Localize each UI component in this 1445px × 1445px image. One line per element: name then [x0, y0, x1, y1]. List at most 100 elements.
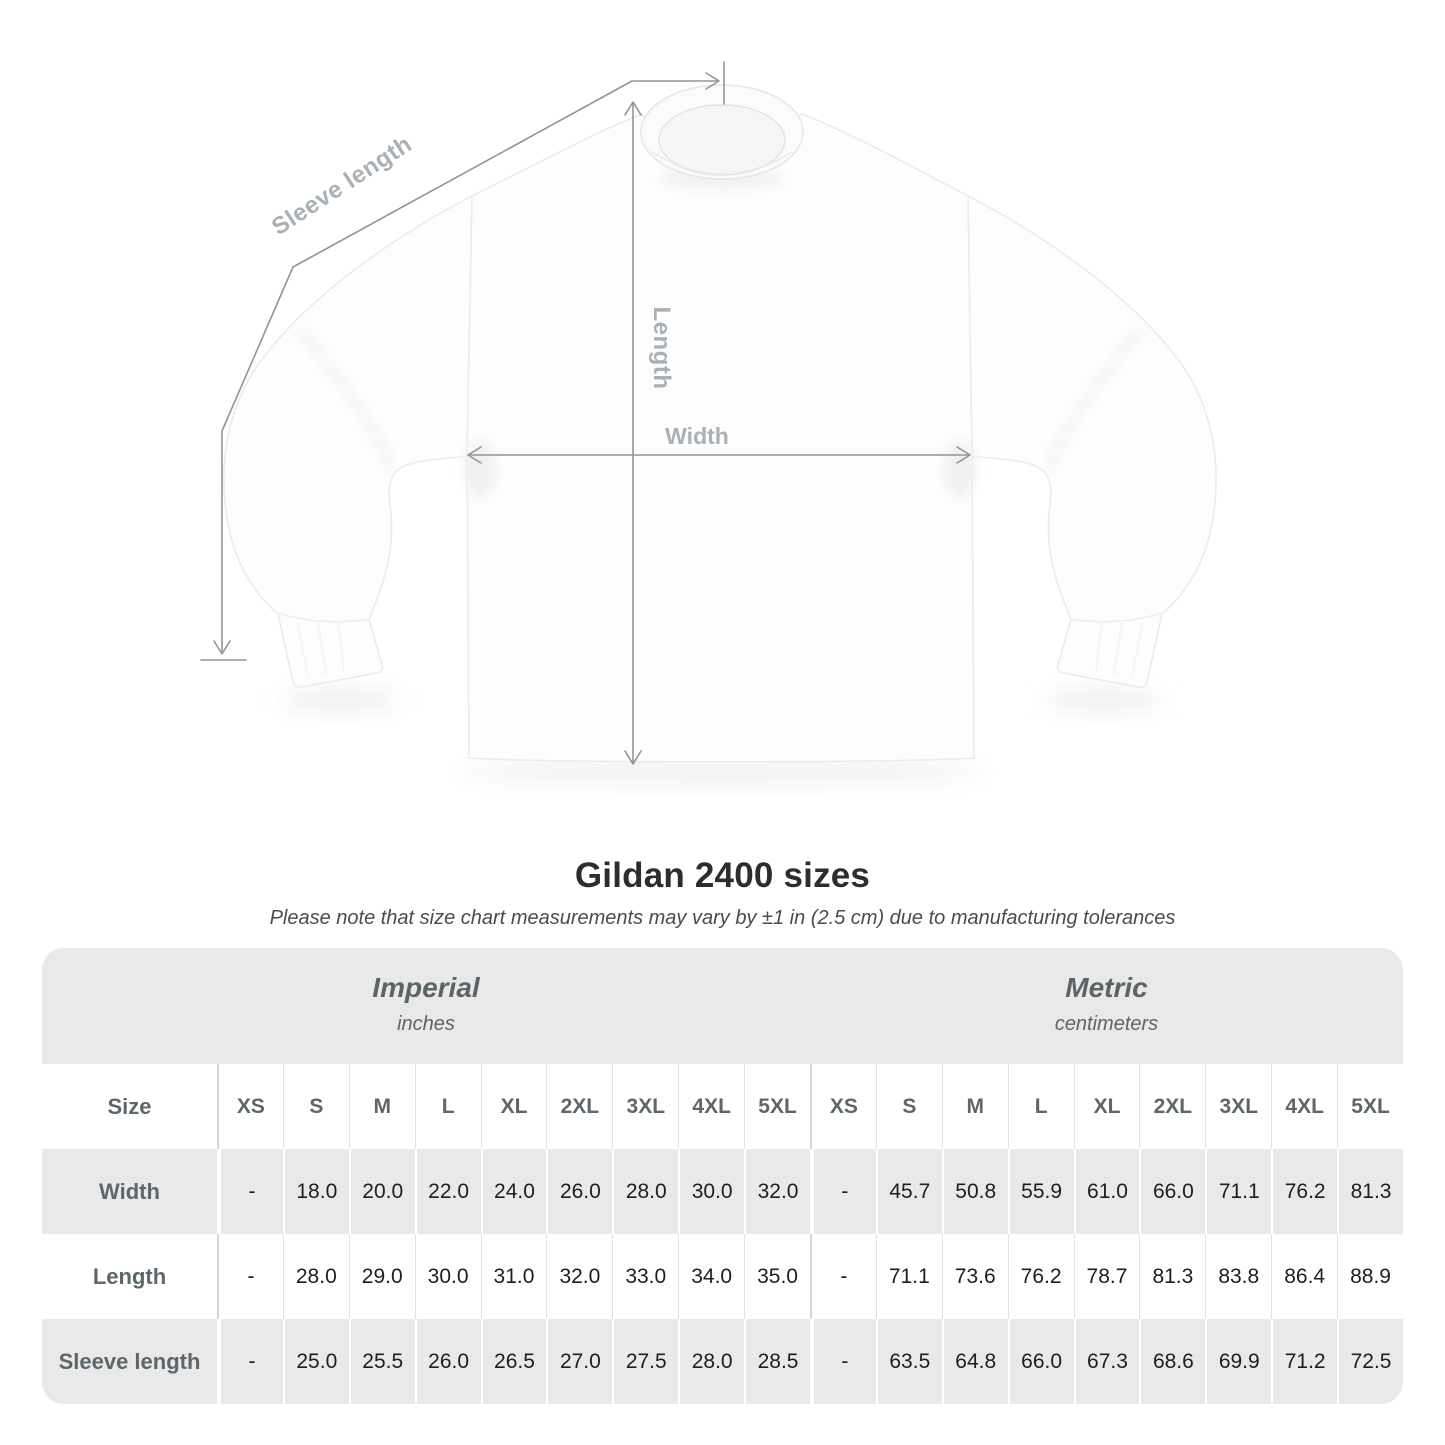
sleeve-value: 69.9 [1205, 1319, 1271, 1404]
size-col-header: M [941, 1064, 1008, 1149]
sleeve-length-row: Sleeve length - 25.0 25.5 26.0 26.5 27.0… [42, 1319, 1403, 1404]
size-col-header: XS [217, 1064, 283, 1149]
sleeve-value: 28.5 [744, 1319, 810, 1404]
size-col-header: XS [809, 1064, 876, 1149]
sleeve-value: 27.0 [546, 1319, 612, 1404]
length-value: 71.1 [875, 1234, 942, 1319]
size-col-header: L [1007, 1064, 1074, 1149]
width-value: 26.0 [546, 1149, 612, 1234]
unit-header-band: Imperial inches Metric centimeters [42, 948, 1403, 1064]
table-corner-label: Size [107, 1093, 152, 1119]
length-value: 76.2 [1007, 1234, 1074, 1319]
metric-title: Metric [1065, 972, 1148, 1003]
length-value: 81.3 [1139, 1234, 1205, 1319]
shirt-measurement-diagram: Sleeve length Length Width [200, 61, 1217, 784]
size-col-header: 5XL [1337, 1064, 1403, 1149]
imperial-title: Imperial [372, 972, 480, 1003]
width-value: 61.0 [1073, 1149, 1140, 1234]
width-value: 71.1 [1205, 1149, 1271, 1234]
heading-block: Gildan 2400 sizes Please note that size … [0, 856, 1445, 930]
length-value: 31.0 [480, 1234, 547, 1319]
length-value: 83.8 [1205, 1234, 1271, 1319]
width-value: 81.3 [1337, 1149, 1403, 1234]
width-value: 20.0 [348, 1149, 415, 1234]
size-col-header: 2XL [1139, 1064, 1205, 1149]
size-col-header: L [414, 1064, 481, 1149]
length-label: Length [648, 307, 675, 390]
width-value: 32.0 [744, 1149, 810, 1234]
width-value: 55.9 [1007, 1149, 1074, 1234]
length-value: 35.0 [744, 1234, 810, 1319]
sleeve-value: 27.5 [612, 1319, 678, 1404]
size-col-header: 3XL [612, 1064, 678, 1149]
shirt-ambient-shadow [280, 688, 1164, 784]
width-value: 50.8 [941, 1149, 1008, 1234]
measurement-lines [200, 61, 971, 765]
size-header-row: Size XS S M L XL 2XL 3XL 4XL 5XL XS S M … [42, 1064, 1403, 1149]
sleeve-value: 28.0 [678, 1319, 744, 1404]
sleeve-length-line [221, 80, 719, 652]
width-value: 76.2 [1271, 1149, 1337, 1234]
length-value: - [809, 1234, 876, 1319]
width-value: 45.7 [875, 1149, 942, 1234]
size-col-header: 5XL [744, 1064, 810, 1149]
size-col-header: XL [480, 1064, 547, 1149]
length-value: 30.0 [414, 1234, 481, 1319]
tolerance-note: Please note that size chart measurements… [269, 907, 1176, 929]
shirt-left-sleeve [223, 194, 473, 688]
metric-unit: centimeters [1054, 1013, 1159, 1035]
row-label: Sleeve length [58, 1348, 201, 1374]
sleeve-value: - [809, 1319, 876, 1404]
sleeve-length-right-arrowhead [705, 72, 720, 90]
sleeve-value: 26.0 [414, 1319, 481, 1404]
length-value: 78.7 [1073, 1234, 1140, 1319]
length-value: 32.0 [546, 1234, 612, 1319]
width-label: Width [665, 423, 729, 449]
length-value: 86.4 [1271, 1234, 1337, 1319]
sleeve-value: 64.8 [941, 1319, 1008, 1404]
width-value: 18.0 [282, 1149, 349, 1234]
size-table: Imperial inches Metric centimeters Size … [42, 948, 1403, 1404]
sleeve-value: 63.5 [875, 1319, 942, 1404]
size-col-header: 3XL [1205, 1064, 1271, 1149]
width-right-arrowhead [956, 446, 971, 464]
width-value: 24.0 [480, 1149, 547, 1234]
sleeve-value: 71.2 [1271, 1319, 1337, 1404]
size-col-header: 2XL [546, 1064, 612, 1149]
sleeve-value: - [217, 1319, 283, 1404]
length-row: Length - 28.0 29.0 30.0 31.0 32.0 33.0 3… [42, 1234, 1403, 1319]
size-col-header: S [282, 1064, 349, 1149]
size-col-header: S [875, 1064, 942, 1149]
sleeve-length-label: Sleeve length [267, 130, 417, 240]
size-col-header: 4XL [678, 1064, 744, 1149]
length-bottom-arrowhead [624, 750, 642, 765]
width-left-arrowhead [467, 446, 482, 464]
length-value: - [217, 1234, 283, 1319]
metric-section-header: Metric centimeters [810, 948, 1403, 1064]
length-value: 28.0 [282, 1234, 349, 1319]
sleeve-value: 25.0 [282, 1319, 349, 1404]
sleeve-length-down-arrowhead [213, 640, 231, 655]
length-top-arrowhead [624, 101, 642, 116]
size-col-header: XL [1073, 1064, 1140, 1149]
length-value: 88.9 [1337, 1234, 1403, 1319]
length-value: 29.0 [348, 1234, 415, 1319]
imperial-unit: inches [397, 1013, 455, 1035]
shirt-right-sleeve [967, 194, 1217, 688]
sleeve-value: 25.5 [348, 1319, 415, 1404]
row-label: Length [92, 1263, 167, 1289]
page-title: Gildan 2400 sizes [574, 856, 871, 895]
width-row: Width - 18.0 20.0 22.0 24.0 26.0 28.0 30… [42, 1149, 1403, 1234]
sleeve-value: 26.5 [480, 1319, 547, 1404]
width-value: 66.0 [1139, 1149, 1205, 1234]
length-value: 34.0 [678, 1234, 744, 1319]
width-value: 30.0 [678, 1149, 744, 1234]
shirt-collar [640, 84, 804, 189]
imperial-section-header: Imperial inches [42, 948, 810, 1064]
sleeve-value: 67.3 [1073, 1319, 1140, 1404]
size-col-header: M [348, 1064, 415, 1149]
width-value: 22.0 [414, 1149, 481, 1234]
size-col-header: 4XL [1271, 1064, 1337, 1149]
length-value: 33.0 [612, 1234, 678, 1319]
width-value: - [809, 1149, 876, 1234]
